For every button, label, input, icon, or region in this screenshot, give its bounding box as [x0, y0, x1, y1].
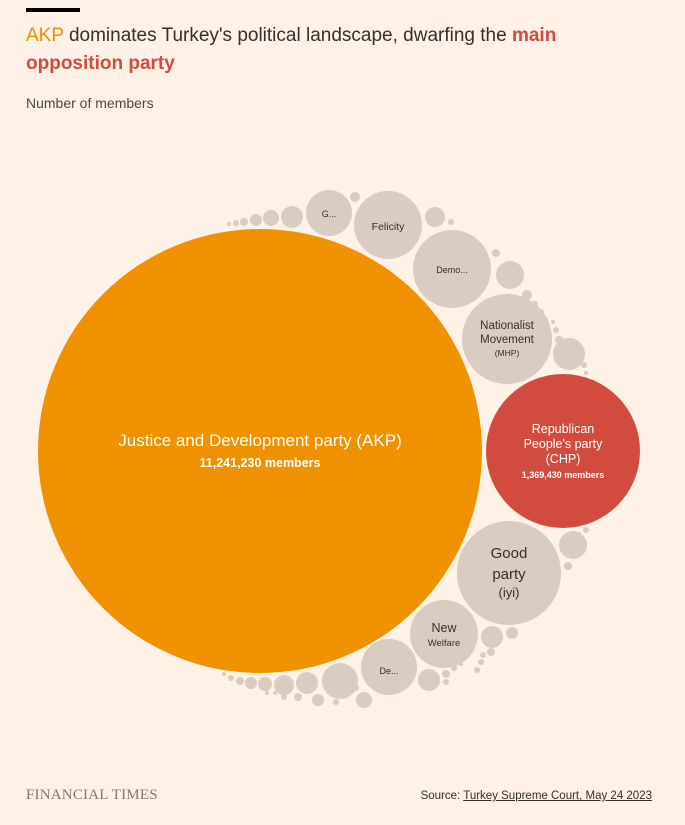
minor-party-bubble	[443, 679, 449, 685]
minor-party-bubble	[506, 627, 518, 639]
party-bubble	[38, 229, 482, 673]
minor-party-bubble	[222, 672, 226, 676]
minor-party-bubble	[294, 693, 302, 701]
minor-party-bubble	[350, 192, 360, 202]
minor-party-bubble	[245, 677, 257, 689]
akp-label: 11,241,230 members	[200, 456, 321, 470]
demo-label: Demo...	[436, 265, 468, 275]
minor-party-bubble	[333, 699, 339, 705]
minor-party-bubble	[236, 677, 244, 685]
party-bubble	[410, 600, 478, 668]
mhp-label: (MHP)	[495, 348, 520, 358]
minor-party-bubble	[356, 692, 372, 708]
minor-party-bubble	[584, 371, 588, 375]
source-link[interactable]: Turkey Supreme Court, May 24 2023	[463, 790, 652, 802]
chp-label: 1,369,430 members	[522, 470, 605, 480]
minor-party-bubble	[240, 218, 248, 226]
minor-party-bubble	[492, 249, 500, 257]
source-label: Source:	[420, 790, 464, 802]
source-note: Source: Turkey Supreme Court, May 24 202…	[421, 790, 652, 802]
minor-party-bubble	[418, 669, 440, 691]
minor-party-bubble	[233, 220, 239, 226]
minor-party-bubble	[553, 338, 585, 370]
g-label: G...	[322, 209, 337, 219]
minor-party-bubble	[281, 206, 303, 228]
minor-party-bubble	[265, 691, 269, 695]
minor-party-bubble	[522, 290, 532, 300]
minor-party-bubble	[474, 667, 480, 673]
minor-party-bubble	[496, 261, 524, 289]
minor-party-bubble	[425, 207, 445, 227]
party-bubble	[486, 374, 640, 528]
minor-party-bubble	[448, 219, 454, 225]
title-akp: AKP	[26, 25, 64, 46]
minor-party-bubble	[583, 527, 589, 533]
akp-label: Justice and Development party (AKP)	[118, 431, 401, 450]
chp-label: People's party	[524, 437, 604, 451]
minor-party-bubble	[564, 562, 572, 570]
new-welfare-label: Welfare	[428, 638, 461, 649]
party-bubble	[413, 230, 491, 308]
minor-party-bubble	[559, 531, 587, 559]
party-bubble	[457, 521, 561, 625]
good-party-label: party	[492, 566, 526, 583]
party-bubble	[354, 191, 422, 259]
chart-title: AKP dominates Turkey's political landsca…	[26, 22, 656, 78]
minor-party-bubble	[481, 626, 503, 648]
minor-party-bubble	[273, 691, 277, 695]
minor-party-bubble	[250, 214, 262, 226]
minor-party-bubble	[478, 659, 484, 665]
minor-party-bubble	[353, 685, 359, 691]
minor-party-bubble	[281, 694, 287, 700]
minor-party-bubble	[228, 675, 234, 681]
de-label: De...	[379, 666, 398, 676]
ft-top-rule	[26, 8, 80, 12]
minor-party-bubble	[296, 672, 318, 694]
minor-party-bubble	[480, 652, 486, 658]
good-party-label: Good	[491, 545, 528, 562]
minor-party-bubble	[551, 320, 555, 324]
felicity-label: Felicity	[372, 221, 405, 233]
minor-party-bubble	[577, 532, 581, 536]
title-middle: dominates Turkey's political landscape, …	[63, 25, 512, 46]
party-bubble	[306, 190, 352, 236]
mhp-label: Movement	[480, 334, 534, 346]
minor-party-bubble	[581, 362, 587, 368]
minor-party-bubble	[487, 648, 495, 656]
minor-party-bubble	[258, 677, 272, 691]
chp-label: Republican	[532, 422, 595, 436]
party-bubble	[462, 294, 552, 384]
ft-brand: FINANCIAL TIMES	[26, 787, 158, 803]
new-welfare-label: New	[431, 621, 457, 635]
chart-subtitle: Number of members	[26, 95, 154, 111]
good-party-label: (iyi)	[499, 585, 520, 600]
minor-party-bubble	[442, 670, 450, 678]
party-bubble	[361, 639, 417, 695]
mhp-label: Nationalist	[480, 320, 534, 332]
minor-party-bubble	[553, 327, 559, 333]
minor-party-bubble	[263, 210, 279, 226]
minor-party-bubble	[312, 694, 324, 706]
minor-party-bubble	[322, 663, 358, 699]
minor-party-bubble	[227, 222, 231, 226]
chp-label: (CHP)	[546, 452, 581, 466]
title-opposition: main opposition party	[26, 25, 557, 74]
minor-party-bubble	[274, 675, 294, 695]
